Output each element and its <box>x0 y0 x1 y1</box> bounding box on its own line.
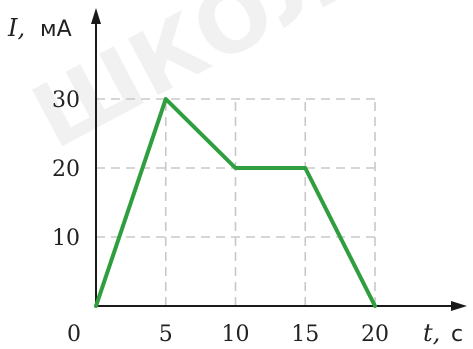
tick-labels: 0 5 10 15 20 10 20 30 <box>52 88 389 347</box>
series <box>94 97 377 308</box>
grid <box>96 98 376 306</box>
y-tick-label-1: 20 <box>52 157 80 182</box>
axes <box>91 8 467 311</box>
x-tick-label-3: 15 <box>291 322 319 347</box>
x-axis-label-var: t, <box>423 319 440 347</box>
data-point-0-1 <box>165 98 167 100</box>
x-tick-label-1: 5 <box>159 322 173 347</box>
x-tick-label-2: 10 <box>222 322 250 347</box>
data-point-0-0 <box>95 305 97 307</box>
y-tick-label-2: 30 <box>52 88 80 113</box>
x-axis-label-unit: с <box>451 322 463 347</box>
data-point-0-4 <box>374 305 376 307</box>
x-axis-arrow <box>451 301 467 311</box>
data-point-0-3 <box>304 167 306 169</box>
y-tick-label-0: 10 <box>52 226 80 251</box>
y-axis-arrow <box>91 8 101 24</box>
data-point-0-2 <box>235 167 236 169</box>
x-tick-label-4: 20 <box>361 322 389 347</box>
x-tick-label-0: 0 <box>67 322 81 347</box>
y-axis-label-unit: мА <box>40 17 72 42</box>
y-axis-label-var: I, <box>7 14 25 42</box>
